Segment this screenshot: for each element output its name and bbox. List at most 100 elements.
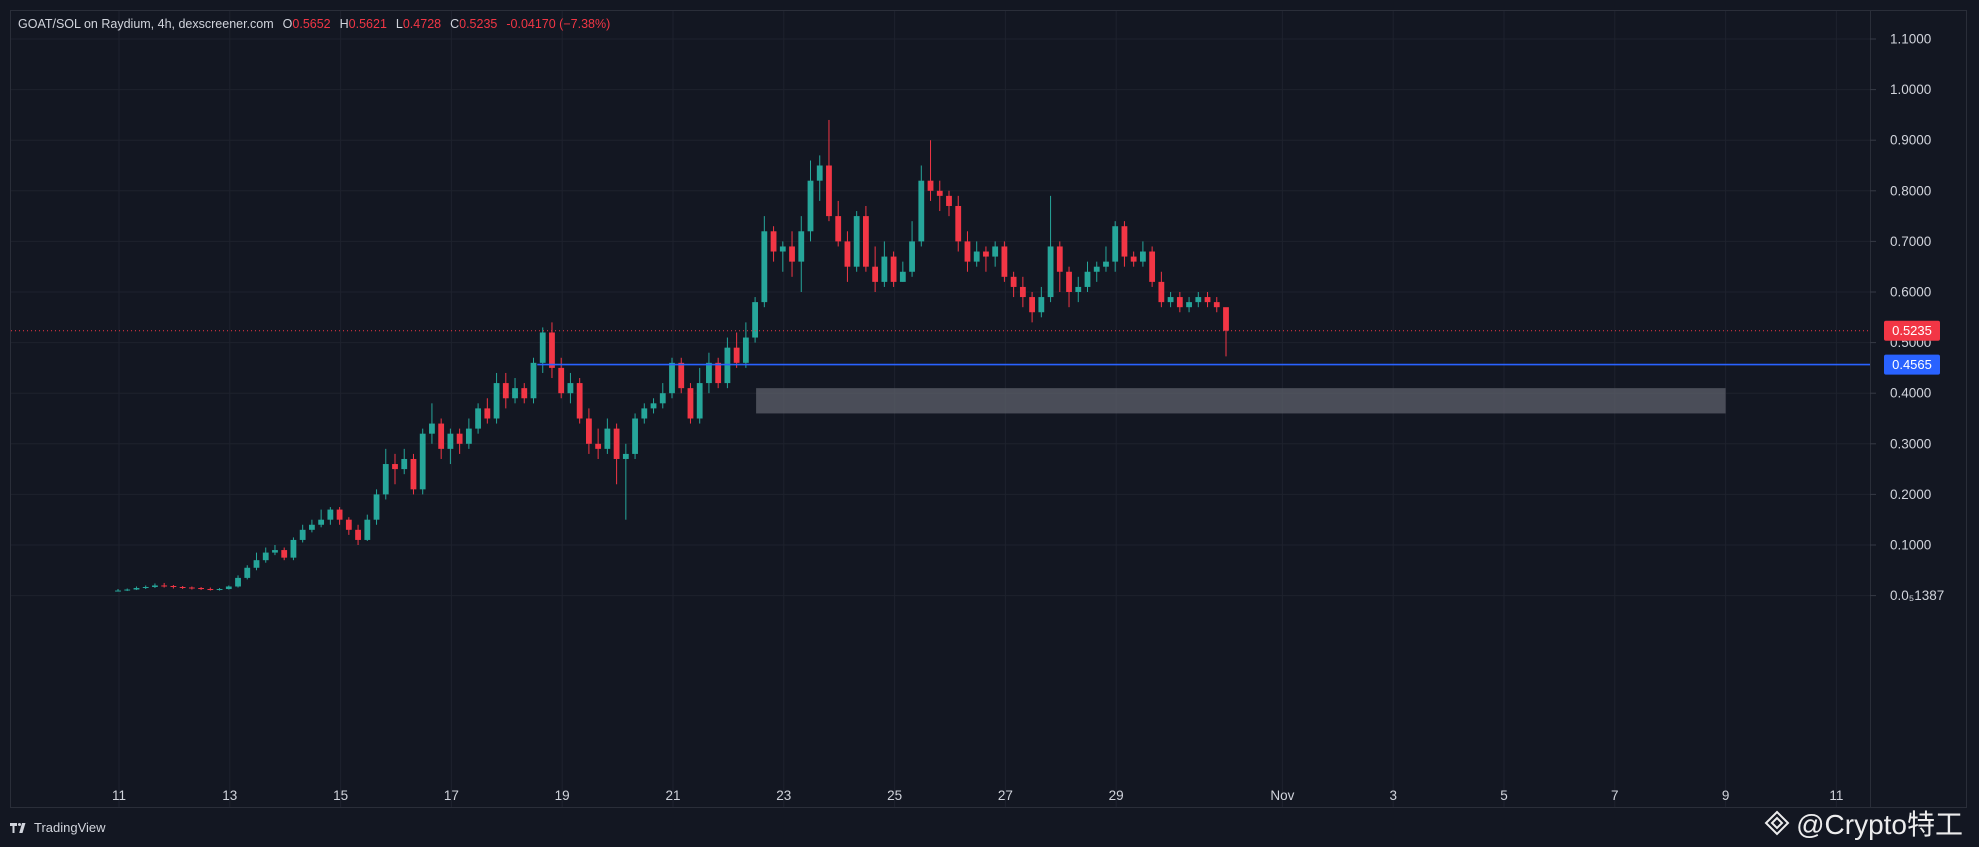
x-tick-label: 15: [333, 788, 348, 803]
candle-body: [909, 241, 915, 272]
candle-body: [179, 586, 186, 588]
y-tick-label: 0.2000: [1890, 487, 1931, 502]
candle-body: [493, 383, 500, 419]
candle-body: [392, 464, 398, 470]
candle-body: [207, 589, 214, 591]
candle-body: [696, 383, 703, 419]
candle-body: [576, 383, 583, 419]
x-tick-label: 11: [1829, 788, 1843, 803]
candle-body: [521, 388, 528, 399]
watermark-text: @Crypto特工: [1796, 809, 1963, 840]
candle-body: [133, 588, 140, 590]
candle-body: [1167, 297, 1174, 303]
change-value: -0.04170 (−7.38%): [506, 17, 611, 31]
candle-body: [355, 529, 361, 540]
candle-body: [1047, 246, 1054, 298]
candle-body: [336, 509, 343, 520]
last-price-badge: [1884, 320, 1940, 341]
candle-body: [964, 241, 971, 262]
y-tick-label: 0.9000: [1890, 133, 1931, 148]
price-scale-border: [1870, 10, 1967, 808]
candle-body: [512, 388, 518, 399]
tradingview-logo-icon: [10, 822, 26, 833]
candle-body: [1056, 246, 1063, 272]
candle-body: [632, 418, 638, 454]
candle-body: [272, 550, 278, 553]
x-tick-label: 23: [776, 788, 791, 803]
y-tick-label: 0.8000: [1890, 183, 1931, 198]
demand-zone: [756, 388, 1726, 414]
y-tick-label: 0.4000: [1890, 386, 1931, 401]
y-tick-label: 0.1000: [1890, 538, 1931, 553]
candle-body: [1130, 256, 1137, 262]
x-tick-label: 19: [555, 788, 570, 803]
candle-body: [1158, 281, 1165, 303]
support-zone-rect: [756, 388, 1726, 414]
candle-body: [779, 246, 786, 252]
candle-body: [899, 271, 906, 282]
candle-body: [262, 552, 269, 561]
candle-body: [863, 216, 869, 267]
candle-body: [622, 453, 629, 459]
y-tick-label: 0.7000: [1890, 234, 1931, 249]
y-tick-label: 0.6000: [1890, 285, 1931, 300]
horizontal-lines: [11, 330, 1870, 366]
candle-body: [152, 585, 158, 587]
candle-body: [973, 251, 980, 262]
candle-body: [835, 216, 842, 242]
candle-body: [142, 586, 149, 589]
candle-body: [401, 458, 408, 470]
candle-body: [410, 458, 417, 490]
candle-body: [1010, 276, 1017, 287]
candle-body: [1195, 297, 1202, 303]
time-axis[interactable]: 11 13 15 17 19 21 23 25 27 29 Nov 3 5 7 9 11: [112, 788, 1843, 803]
x-tick-label: 27: [998, 788, 1013, 803]
candle-body: [586, 418, 592, 444]
candle-body: [318, 519, 325, 525]
symbol-title[interactable]: GOAT/SOL on Raydium, 4h, dexscreener.com: [18, 17, 274, 31]
candle-body: [327, 509, 334, 520]
candle-body: [1019, 286, 1026, 298]
candle-body: [826, 165, 832, 217]
candle-body: [188, 587, 195, 589]
chart-legend: GOAT/SOL on Raydium, 4h, dexscreener.com…: [18, 17, 619, 31]
candle-body: [475, 408, 481, 429]
candle-body: [890, 256, 897, 282]
candle-body: [465, 428, 472, 444]
candle-body: [918, 180, 925, 242]
candle-body: [382, 464, 389, 495]
tradingview-label: TradingView: [34, 820, 106, 835]
y-tick-label: 0.3000: [1890, 436, 1931, 451]
open-label: O: [282, 17, 293, 31]
price-axis[interactable]: 1.10001.00000.90000.80000.70000.60000.50…: [1870, 32, 1944, 604]
candle-body: [1093, 266, 1100, 272]
candle-body: [1001, 246, 1008, 277]
x-tick-label: 13: [222, 788, 237, 803]
candle-body: [1186, 302, 1192, 308]
tradingview-brand[interactable]: TradingView: [10, 820, 106, 835]
x-tick-label: 5: [1500, 788, 1508, 803]
candle-body: [742, 337, 749, 363]
candle-body: [364, 519, 371, 540]
candle-body: [549, 332, 555, 368]
candle-body: [438, 423, 445, 449]
candle-body: [484, 408, 491, 419]
x-tick-label: 11: [112, 788, 126, 803]
candle-body: [733, 347, 740, 363]
candle-body: [1121, 226, 1128, 257]
candle-body: [225, 586, 232, 590]
candle-body: [641, 408, 648, 419]
candle-body: [770, 231, 777, 252]
candle-body: [595, 443, 602, 449]
candle-body: [1204, 297, 1211, 303]
candle-body: [1213, 302, 1220, 308]
author-watermark: @Crypto特工: [1764, 803, 1963, 843]
candle-body: [1075, 286, 1082, 292]
candle-body: [1029, 297, 1035, 313]
candle-body: [844, 241, 851, 267]
high-label: H: [339, 17, 349, 31]
low-label: L: [395, 17, 403, 31]
close-value: 0.5235: [459, 17, 498, 31]
